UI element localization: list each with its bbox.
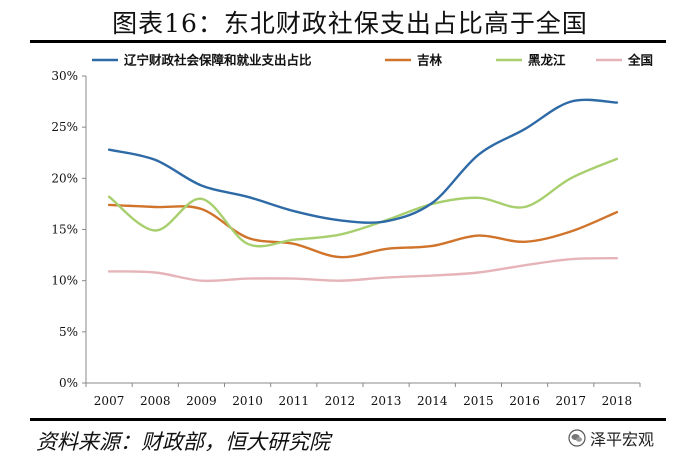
watermark: 泽平宏观 <box>568 426 654 450</box>
chart-axes: 0% 5% 10% 15% 20% 25% 30% 2007 2008 2009 2010 2011 2… <box>51 69 641 408</box>
x-tick-label: 2014 <box>417 394 448 408</box>
bottom-rule <box>30 418 666 421</box>
x-tick-label: 2016 <box>509 394 540 408</box>
series-line-2 <box>107 157 619 248</box>
x-tick-label: 2018 <box>602 394 633 408</box>
watermark-text: 泽平宏观 <box>590 430 655 449</box>
series-line-3 <box>107 257 619 283</box>
series-line-0 <box>107 98 619 224</box>
series-line-1 <box>107 203 619 259</box>
x-tick-label: 2013 <box>371 394 402 408</box>
y-tick-label: 25% <box>51 120 78 134</box>
y-tick-label: 20% <box>51 171 78 185</box>
x-tick-label: 2012 <box>325 394 356 408</box>
y-tick-label: 10% <box>51 274 78 288</box>
legend-label: 黑龙江 <box>528 53 566 68</box>
top-rule <box>30 40 666 43</box>
legend-label: 辽宁财政社会保障和就业支出占比 <box>124 53 312 68</box>
series-layer <box>107 98 619 283</box>
source-note: 资料来源：财政部，恒大研究院 <box>36 430 330 454</box>
x-tick-label: 2011 <box>278 394 309 408</box>
y-tick-label: 0% <box>59 376 78 390</box>
x-tick-label: 2010 <box>232 394 263 408</box>
y-tick-label: 15% <box>51 223 78 237</box>
x-tick-label: 2017 <box>555 394 586 408</box>
y-tick-label: 30% <box>51 69 78 83</box>
legend-label: 全国 <box>627 53 653 68</box>
y-tick-label: 5% <box>59 325 78 339</box>
x-tick-label: 2008 <box>140 394 171 408</box>
legend-label: 吉林 <box>417 53 443 68</box>
x-tick-label: 2015 <box>463 394 494 408</box>
chart-legend: 辽宁财政社会保障和就业支出占比 吉林 黑龙江 全国 <box>92 53 653 68</box>
chart-title: 图表16：东北财政社保支出占比高于全国 <box>112 9 588 38</box>
wechat-icon <box>568 429 586 447</box>
x-tick-label: 2007 <box>94 394 125 408</box>
x-tick-label: 2009 <box>186 394 217 408</box>
